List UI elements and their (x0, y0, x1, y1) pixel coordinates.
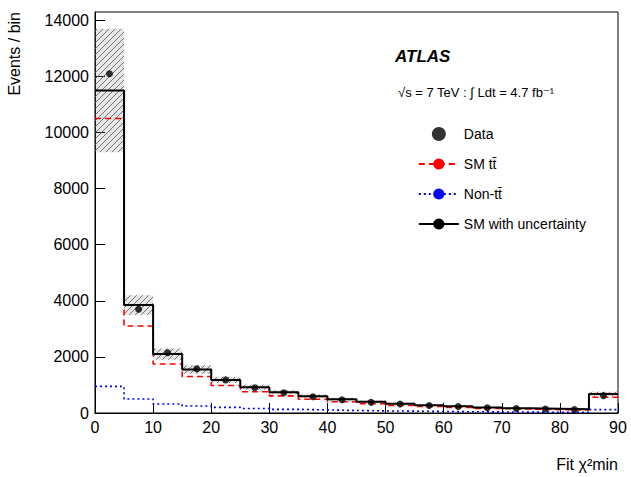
svg-text:2000: 2000 (53, 348, 89, 365)
svg-text:10000: 10000 (45, 124, 90, 141)
svg-text:20: 20 (202, 419, 220, 436)
svg-text:0: 0 (91, 419, 100, 436)
svg-text:0: 0 (80, 405, 89, 422)
svg-text:SM with uncertainty: SM with uncertainty (464, 216, 586, 232)
svg-text:4000: 4000 (53, 292, 89, 309)
svg-text:12000: 12000 (45, 68, 90, 85)
svg-text:Fit χ²min: Fit χ²min (556, 456, 618, 473)
svg-text:8000: 8000 (53, 180, 89, 197)
svg-text:60: 60 (435, 419, 453, 436)
svg-text:90: 90 (609, 419, 627, 436)
svg-text:50: 50 (377, 419, 395, 436)
svg-text:6000: 6000 (53, 236, 89, 253)
svg-text:√s = 7 TeV : ∫ Ldt = 4.7 fb⁻¹: √s = 7 TeV : ∫ Ldt = 4.7 fb⁻¹ (398, 85, 555, 100)
svg-text:70: 70 (493, 419, 511, 436)
svg-text:Non-tt̄: Non-tt̄ (464, 186, 502, 202)
svg-text:30: 30 (260, 419, 278, 436)
svg-text:SM tt̄: SM tt̄ (464, 156, 497, 172)
svg-text:40: 40 (319, 419, 337, 436)
svg-text:10: 10 (144, 419, 162, 436)
svg-text:ATLAS: ATLAS (394, 47, 451, 66)
svg-text:14000: 14000 (45, 12, 90, 29)
svg-text:Events / bin: Events / bin (6, 12, 23, 96)
svg-text:80: 80 (551, 419, 569, 436)
svg-text:Data: Data (464, 126, 494, 142)
